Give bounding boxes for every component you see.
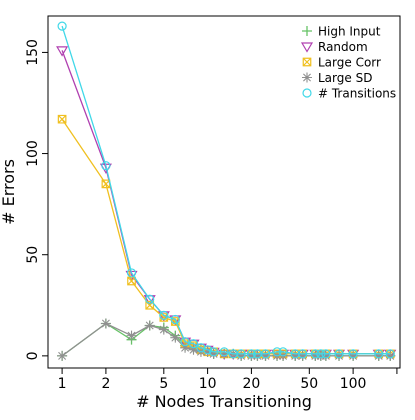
data-point — [100, 318, 111, 329]
data-point — [57, 114, 67, 124]
data-point — [126, 330, 137, 341]
legend-item: High Input — [302, 25, 381, 39]
data-point — [196, 343, 206, 353]
data-point — [302, 57, 312, 67]
legend-item: # Transitions — [302, 87, 396, 101]
x-tick-label: 10 — [199, 376, 217, 392]
legend-label: Random — [318, 40, 368, 54]
legend-label: Large Corr — [318, 56, 381, 70]
x-tick-label: 1 — [58, 376, 67, 392]
data-point — [101, 179, 111, 189]
plot-frame — [47, 15, 401, 369]
legend-item: Large Corr — [302, 56, 381, 70]
x-tick-label: 2 — [101, 376, 110, 392]
data-point — [159, 313, 169, 322]
data-point — [101, 161, 111, 171]
data-point — [252, 350, 263, 361]
data-point — [385, 350, 396, 361]
data-point — [321, 349, 331, 359]
y-axis-title: # Errors — [0, 159, 18, 225]
data-point — [208, 348, 219, 359]
data-point — [144, 320, 155, 331]
data-point — [158, 324, 169, 335]
data-point — [203, 345, 213, 355]
data-point — [219, 347, 229, 357]
data-point — [278, 347, 288, 357]
data-point — [334, 350, 345, 361]
data-point — [209, 347, 219, 357]
x-tick-label: 50 — [300, 376, 318, 392]
data-point — [385, 349, 395, 359]
data-point — [316, 349, 326, 359]
data-point — [348, 350, 359, 361]
data-point — [180, 337, 190, 347]
y-tick-label: 50 — [25, 246, 41, 264]
x-tick-label: 100 — [340, 376, 367, 392]
data-point — [260, 349, 271, 359]
data-point — [246, 350, 257, 361]
data-point — [302, 72, 312, 83]
data-point — [272, 347, 282, 357]
data-point — [374, 349, 384, 359]
data-point — [219, 348, 230, 359]
legend-label: High Input — [318, 25, 381, 39]
x-axis: 1 2 5 10 20 50 100 — [58, 368, 398, 392]
legend-item: Random — [300, 40, 368, 54]
y-tick-label: 100 — [25, 140, 41, 167]
data-point — [236, 349, 246, 359]
data-point — [302, 88, 312, 98]
series-layer — [56, 21, 397, 361]
data-point — [188, 344, 199, 355]
legend-label: Large SD — [318, 71, 372, 85]
data-point — [202, 346, 213, 357]
legend-label: # Transitions — [318, 87, 396, 101]
data-point — [188, 339, 199, 349]
data-point — [373, 350, 384, 361]
data-point — [320, 350, 331, 361]
data-point — [300, 42, 314, 53]
x-tick-label: 20 — [242, 376, 260, 392]
data-point — [170, 332, 181, 343]
data-point — [126, 268, 137, 278]
data-point — [334, 349, 344, 359]
data-point — [145, 294, 155, 304]
data-point — [56, 46, 69, 57]
data-point — [57, 350, 68, 361]
data-point — [290, 350, 301, 361]
data-point — [310, 349, 320, 359]
series — [57, 318, 396, 361]
data-point — [57, 21, 67, 31]
data-point — [127, 276, 136, 286]
data-point — [310, 350, 321, 361]
data-point — [315, 350, 326, 361]
data-point — [180, 342, 191, 353]
data-point — [246, 349, 257, 359]
data-point — [297, 350, 308, 361]
data-point — [302, 26, 312, 36]
y-tick-label: 150 — [25, 39, 41, 66]
data-point — [159, 310, 169, 321]
x-tick-label: 5 — [159, 376, 168, 392]
y-axis: 0 50 100 150 — [25, 39, 48, 360]
data-point — [298, 349, 308, 359]
data-point — [260, 350, 271, 361]
series-line — [61, 118, 391, 355]
data-point — [236, 350, 247, 361]
x-axis-title: # Nodes Transitioning — [136, 392, 312, 411]
y-tick-label: 0 — [25, 351, 41, 360]
data-point — [170, 314, 180, 325]
series-line — [61, 25, 391, 355]
legend-item: Large SD — [302, 71, 372, 85]
series — [57, 21, 395, 359]
data-point — [348, 349, 358, 359]
